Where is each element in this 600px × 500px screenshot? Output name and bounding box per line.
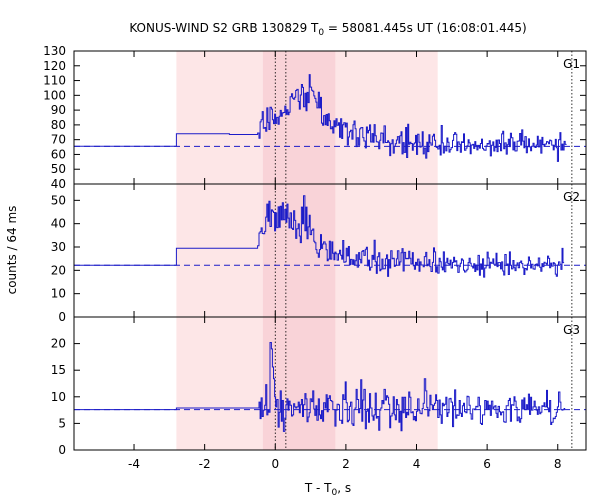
shade-inner-interval: [262, 317, 336, 450]
x-tick-label: 6: [483, 457, 491, 471]
y-tick-label: 60: [51, 147, 66, 161]
count-rate-series: [74, 74, 567, 162]
panel-frame: [73, 316, 587, 451]
y-tick-label: 20: [51, 337, 66, 351]
y-tick-label: 100: [43, 88, 66, 102]
count-rate-series: [74, 195, 565, 278]
shade-inner-interval: [262, 51, 336, 184]
x-tick-label: 8: [554, 457, 562, 471]
panel-label: G3: [563, 323, 580, 337]
x-tick-label: 4: [413, 457, 421, 471]
panel-g3: -4 -2 0 2 4 6 8 20 15 10 5 0 G3: [51, 316, 587, 471]
chart-title-rest: = 58081.445s UT (16:08:01.445): [324, 21, 527, 35]
count-rate-series: [74, 342, 566, 432]
y-tick-label: 5: [58, 416, 66, 430]
chart-title: KONUS-WIND S2 GRB 130829 T0 = 58081.445s…: [129, 21, 526, 38]
y-tick-label: 90: [51, 103, 66, 117]
y-tick-label: 80: [51, 118, 66, 132]
panel-g2: 50 40 30 20 10 0 G2: [51, 183, 587, 324]
y-tick-label: 30: [51, 240, 66, 254]
y-tick-label: 130: [43, 44, 66, 58]
y-tick-label: 0: [58, 443, 66, 457]
x-tick-label: 2: [342, 457, 350, 471]
x-tick-label: -4: [128, 457, 140, 471]
x-axis-label-subscript: 0: [332, 488, 338, 498]
y-tick-label: 10: [51, 287, 66, 301]
y-tick-label: 110: [43, 74, 66, 88]
x-axis-label: T - T0, s: [304, 481, 351, 498]
x-axis-label-rest: , s: [337, 481, 351, 495]
chart-title-main: KONUS-WIND S2 GRB 130829 T: [129, 21, 319, 35]
y-tick-label: 120: [43, 59, 66, 73]
shade-inner-interval: [262, 184, 336, 317]
y-tick-label: 40: [51, 177, 66, 191]
y-tick-label: 50: [51, 193, 66, 207]
y-axis-label: counts / 64 ms: [5, 206, 19, 295]
y-tick-label: 15: [51, 363, 66, 377]
y-tick-label: 20: [51, 263, 66, 277]
chart-title-subscript: 0: [318, 28, 324, 38]
y-tick-label: 70: [51, 133, 66, 147]
y-tick-label: 10: [51, 390, 66, 404]
x-tick-label: 0: [271, 457, 279, 471]
x-tick-label: -2: [199, 457, 211, 471]
panel-label: G1: [563, 57, 580, 71]
y-tick-label: 0: [58, 310, 66, 324]
panel-label: G2: [563, 190, 580, 204]
x-axis-label-main: T - T: [304, 481, 332, 495]
y-tick-label: 40: [51, 217, 66, 231]
y-tick-label: 50: [51, 162, 66, 176]
